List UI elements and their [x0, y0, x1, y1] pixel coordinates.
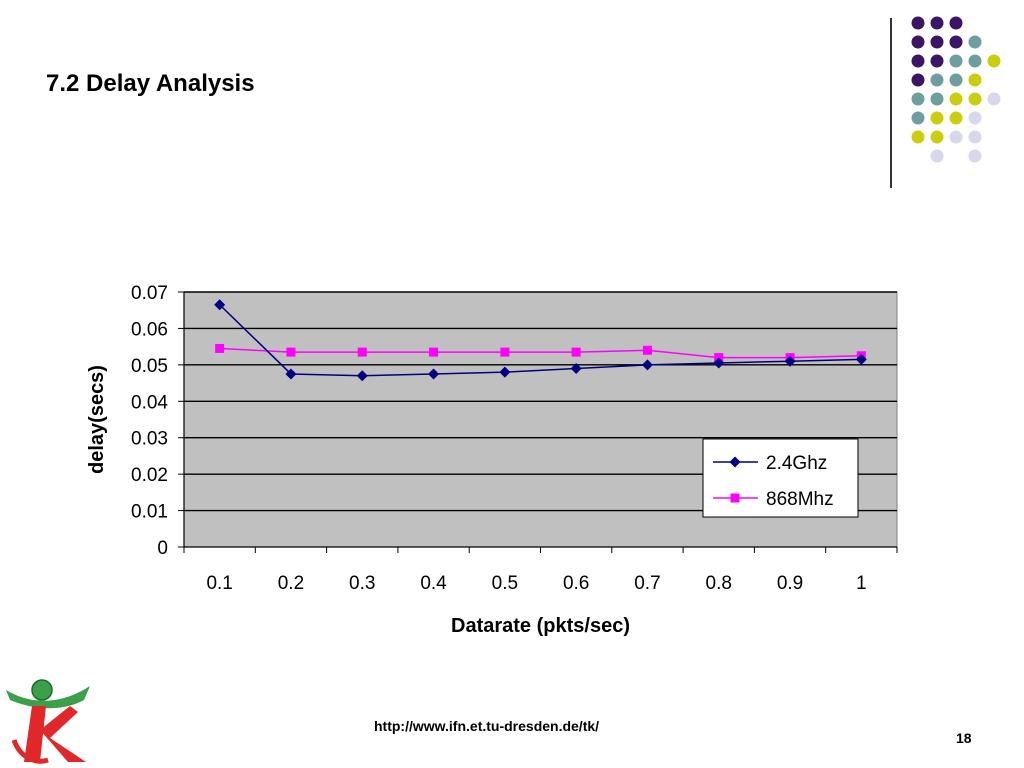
data-point	[214, 299, 226, 311]
decorative-dot	[930, 130, 944, 144]
decorative-dot	[968, 35, 982, 49]
data-point	[642, 345, 652, 355]
decorative-dot	[911, 92, 925, 106]
data-point	[428, 368, 440, 380]
decorative-dot	[911, 130, 925, 144]
decorative-dot	[949, 16, 963, 30]
data-point	[570, 363, 582, 374]
decorative-dot	[911, 54, 925, 68]
decorative-dot-grid	[911, 16, 1001, 163]
decorative-divider	[890, 18, 892, 188]
legend-label: 868Mhz	[766, 489, 834, 510]
x-tick-label: 0.9	[777, 573, 803, 594]
data-point	[730, 493, 740, 503]
x-tick-label: 0.6	[563, 573, 589, 594]
series-line-868mhz	[219, 347, 862, 359]
decorative-dot	[968, 92, 982, 106]
data-point	[571, 347, 581, 357]
y-tick-label: 0.07	[131, 283, 168, 304]
x-tick-label: 0.1	[206, 573, 232, 594]
x-tick-label: 0.3	[349, 573, 375, 594]
decorative-dot	[930, 149, 944, 163]
y-tick-label: 0	[157, 538, 168, 559]
y-tick-label: 0.02	[131, 465, 168, 486]
data-point	[729, 456, 741, 468]
decorative-dot	[949, 73, 963, 87]
decorative-dot	[968, 73, 982, 87]
decorative-dot	[930, 35, 944, 49]
decorative-dot	[949, 54, 963, 68]
y-axis-label: delay(secs)	[86, 365, 108, 474]
data-point	[357, 347, 367, 357]
x-tick-label: 0.8	[706, 573, 732, 594]
decorative-dot	[968, 54, 982, 68]
decorative-dot	[930, 111, 944, 125]
slide-title: 7.2 Delay Analysis	[46, 70, 255, 97]
decorative-dot	[968, 149, 982, 163]
decorative-dot	[949, 111, 963, 125]
x-tick-label: 0.5	[492, 573, 518, 594]
x-tick-label: 0.7	[634, 573, 660, 594]
y-tick-label: 0.04	[131, 392, 168, 413]
legend-label: 2.4Ghz	[766, 453, 827, 474]
institute-logo	[6, 679, 90, 764]
data-point	[500, 347, 510, 357]
decorative-dot	[930, 92, 944, 106]
y-tick-label: 0.05	[131, 356, 168, 377]
data-point	[713, 357, 725, 369]
data-point	[784, 355, 796, 367]
data-point	[215, 343, 225, 353]
x-tick-label: 0.2	[278, 573, 304, 594]
legend	[702, 438, 859, 518]
decorative-dot	[930, 54, 944, 68]
decorative-dot	[968, 130, 982, 144]
y-tick-label: 0.06	[131, 319, 168, 340]
data-point	[356, 370, 368, 382]
decorative-dot	[987, 92, 1001, 106]
y-tick-label: 0.03	[131, 429, 168, 450]
footer-url[interactable]: http://www.ifn.et.tu-dresden.de/tk/	[374, 718, 600, 734]
x-tick-label: 1	[856, 573, 867, 594]
data-point	[499, 366, 511, 378]
decorative-dot	[968, 111, 982, 125]
page-number: 18	[956, 730, 972, 746]
decorative-dot	[911, 35, 925, 49]
x-tick-label: 0.4	[420, 573, 447, 594]
y-tick-label: 0.01	[131, 502, 168, 523]
data-point	[285, 368, 297, 380]
decorative-dot	[911, 111, 925, 125]
decorative-dot	[911, 73, 925, 87]
decorative-dot	[987, 54, 1001, 68]
decorative-dot	[930, 16, 944, 30]
decorative-dot	[949, 92, 963, 106]
data-point	[429, 347, 439, 357]
series-line-2-4ghz	[219, 304, 862, 377]
decorative-dot	[949, 35, 963, 49]
data-point	[855, 353, 867, 365]
data-point	[641, 359, 653, 371]
decorative-dot	[911, 16, 925, 30]
x-axis-label: Datarate (pkts/sec)	[451, 615, 630, 637]
decorative-dot	[949, 130, 963, 144]
data-point	[286, 347, 296, 357]
decorative-dot	[930, 73, 944, 87]
